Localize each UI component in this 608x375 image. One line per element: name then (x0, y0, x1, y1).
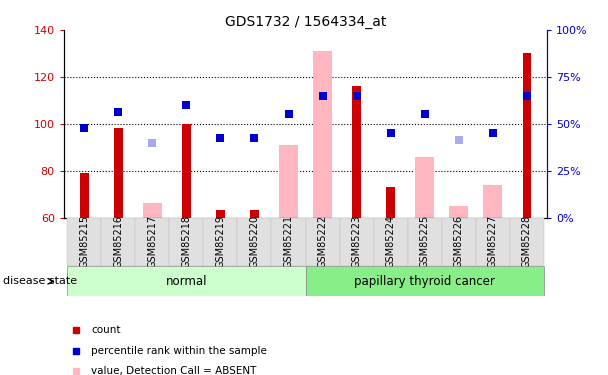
Text: GSM85220: GSM85220 (249, 215, 260, 268)
Bar (279, 145, 298, 218)
Bar (143, 203, 162, 217)
Bar (250, 210, 259, 218)
Bar (306, 217, 339, 266)
Bar (136, 217, 170, 266)
Text: GSM85217: GSM85217 (147, 215, 157, 268)
Text: GSM85215: GSM85215 (79, 215, 89, 268)
Bar (182, 124, 191, 218)
Bar (522, 54, 531, 217)
Text: disease state: disease state (3, 276, 77, 286)
Bar (102, 217, 136, 266)
Bar (373, 217, 407, 266)
Text: GSM85226: GSM85226 (454, 215, 464, 268)
Text: normal: normal (165, 275, 207, 288)
Bar (313, 51, 332, 217)
Bar (441, 217, 475, 266)
Bar (483, 185, 502, 218)
Bar (415, 157, 434, 218)
Bar (386, 187, 395, 218)
Text: GSM85216: GSM85216 (113, 215, 123, 268)
Bar (475, 217, 510, 266)
Bar (306, 266, 544, 296)
Bar (449, 206, 468, 218)
Bar (170, 217, 204, 266)
Bar (407, 217, 441, 266)
Text: GSM85225: GSM85225 (420, 215, 430, 268)
Bar (238, 217, 272, 266)
Text: papillary thyroid cancer: papillary thyroid cancer (354, 275, 495, 288)
Bar (339, 217, 373, 266)
Text: GSM85221: GSM85221 (283, 215, 294, 268)
Bar (352, 86, 361, 218)
Bar (272, 217, 305, 266)
Text: count: count (91, 325, 121, 335)
Text: percentile rank within the sample: percentile rank within the sample (91, 346, 267, 355)
Text: value, Detection Call = ABSENT: value, Detection Call = ABSENT (91, 366, 257, 375)
Bar (67, 266, 306, 296)
Text: GSM85228: GSM85228 (522, 215, 532, 268)
Text: GSM85222: GSM85222 (317, 215, 328, 268)
Text: GSM85219: GSM85219 (215, 215, 226, 268)
Bar (114, 128, 123, 217)
Text: GSM85218: GSM85218 (181, 215, 192, 268)
Text: GSM85223: GSM85223 (351, 215, 362, 268)
Bar (216, 210, 225, 218)
Bar (510, 217, 544, 266)
Bar (204, 217, 238, 266)
Bar (67, 217, 102, 266)
Text: GSM85224: GSM85224 (385, 215, 396, 268)
Bar (80, 173, 89, 217)
Title: GDS1732 / 1564334_at: GDS1732 / 1564334_at (225, 15, 386, 29)
Text: GSM85227: GSM85227 (488, 215, 498, 268)
